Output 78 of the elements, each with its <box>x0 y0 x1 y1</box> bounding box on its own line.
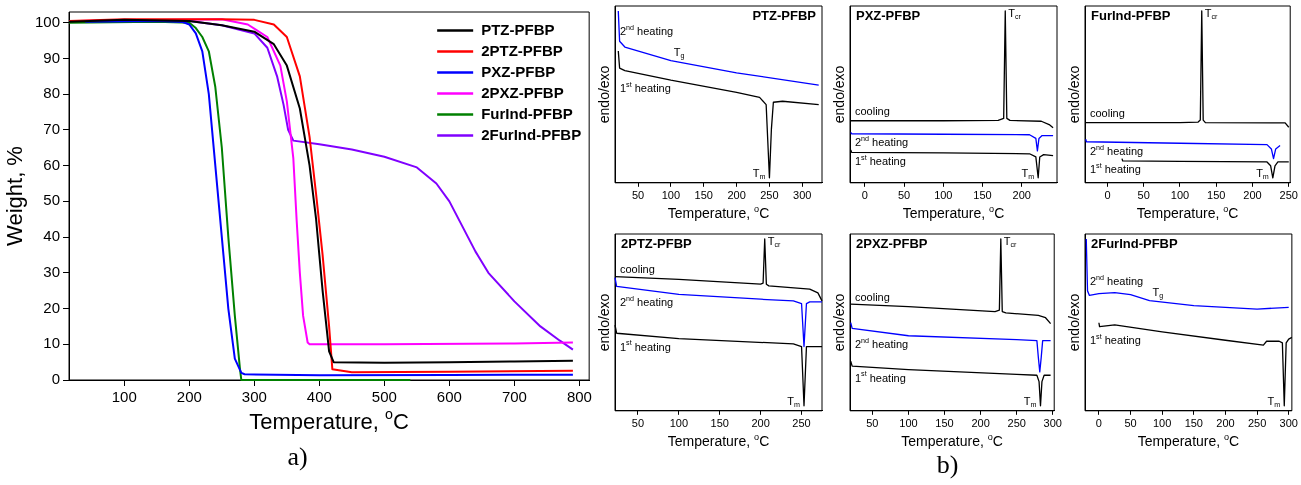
series-label: cooling <box>1090 106 1125 119</box>
x-tick-label: 600 <box>436 388 462 406</box>
x-tick-label: 200 <box>1012 189 1031 202</box>
x-tick-label: 100 <box>1170 189 1190 202</box>
x-tick-label: 50 <box>866 417 879 430</box>
x-tick-label: 300 <box>1279 417 1298 430</box>
y-tick-label: 100 <box>35 12 61 30</box>
y-axis-title: Weight, % <box>2 146 28 246</box>
x-tick-label: 500 <box>371 388 397 406</box>
series-label: cooling <box>855 104 890 117</box>
x-tick-label: 700 <box>501 388 527 406</box>
x-tick-label: 100 <box>899 417 918 430</box>
legend-label: 2PXZ-PFBP <box>481 83 564 101</box>
y-tick-label: 70 <box>43 120 61 138</box>
y-tick-label: 20 <box>43 298 61 316</box>
x-tick-label: 250 <box>1007 417 1026 430</box>
y-axis-title: endo/exo <box>1065 65 1082 124</box>
y-tick-label: 90 <box>43 48 61 66</box>
x-tick-label: 50 <box>897 189 911 202</box>
y-axis-title: endo/exo <box>595 293 612 352</box>
x-tick-label: 200 <box>176 388 202 406</box>
x-tick-label: 50 <box>1137 189 1150 202</box>
series-label: cooling <box>855 290 890 303</box>
x-tick-label: 400 <box>306 388 332 406</box>
x-tick-label: 150 <box>694 189 713 202</box>
y-tick-label: 0 <box>51 370 61 388</box>
x-tick-label: 250 <box>760 189 779 202</box>
x-tick-label: 100 <box>934 189 953 202</box>
x-tick-label: 800 <box>566 388 592 406</box>
x-tick-label: 150 <box>1207 189 1226 202</box>
x-tick-label: 150 <box>1184 417 1203 430</box>
chart-title: PXZ-PFBP <box>856 7 921 23</box>
x-tick-label: 0 <box>1095 417 1102 430</box>
x-tick-label: 300 <box>241 388 267 406</box>
y-axis-title: endo/exo <box>830 293 847 352</box>
y-axis-title: endo/exo <box>1065 293 1082 352</box>
x-tick-label: 100 <box>1153 417 1172 430</box>
chart-title: FurInd-PFBP <box>1091 7 1171 23</box>
x-tick-label: 150 <box>710 417 729 430</box>
legend-label: 2PTZ-PFBP <box>481 41 563 59</box>
text: b) <box>935 450 960 480</box>
x-tick-label: 100 <box>661 189 681 202</box>
x-tick-label: 0 <box>1104 189 1111 202</box>
y-axis-title: endo/exo <box>830 65 847 124</box>
y-tick-label: 10 <box>43 334 61 352</box>
x-tick-label: 250 <box>1279 189 1298 202</box>
x-tick-label: 300 <box>1043 417 1062 430</box>
x-tick-label: 0 <box>861 189 868 202</box>
x-tick-label: 200 <box>751 417 770 430</box>
y-axis-title: endo/exo <box>595 65 612 124</box>
x-tick-label: 200 <box>1216 417 1235 430</box>
x-tick-label: 50 <box>631 189 645 202</box>
chart-title: 2FurInd-PFBP <box>1091 235 1178 251</box>
y-tick-label: 60 <box>43 155 61 173</box>
x-tick-label: 250 <box>792 417 811 430</box>
x-tick-label: 100 <box>669 417 688 430</box>
x-tick-label: 50 <box>1124 417 1137 430</box>
text: a) <box>286 442 309 472</box>
x-tick-label: 200 <box>971 417 990 430</box>
x-tick-label: 300 <box>793 189 812 202</box>
y-tick-label: 80 <box>43 84 61 102</box>
x-tick-label: 200 <box>727 189 746 202</box>
x-tick-label: 250 <box>1247 417 1267 430</box>
y-tick-label: 30 <box>43 262 61 280</box>
x-tick-label: 50 <box>631 417 645 430</box>
x-tick-label: 200 <box>1243 189 1262 202</box>
y-tick-label: 40 <box>43 227 61 245</box>
x-tick-label: 150 <box>973 189 992 202</box>
series-label: cooling <box>620 263 655 276</box>
legend-label: PXZ-PFBP <box>481 62 556 80</box>
legend-label: FurInd-PFBP <box>481 104 573 122</box>
legend-label: PTZ-PFBP <box>481 20 555 38</box>
chart-title: 2PXZ-PFBP <box>856 235 928 251</box>
legend-label: 2FurInd-PFBP <box>481 125 582 143</box>
chart-title: PTZ-PFBP <box>752 7 817 23</box>
x-tick-label: 150 <box>935 417 954 430</box>
x-tick-label: 100 <box>111 388 137 406</box>
chart-title: 2PTZ-PFBP <box>621 235 693 251</box>
